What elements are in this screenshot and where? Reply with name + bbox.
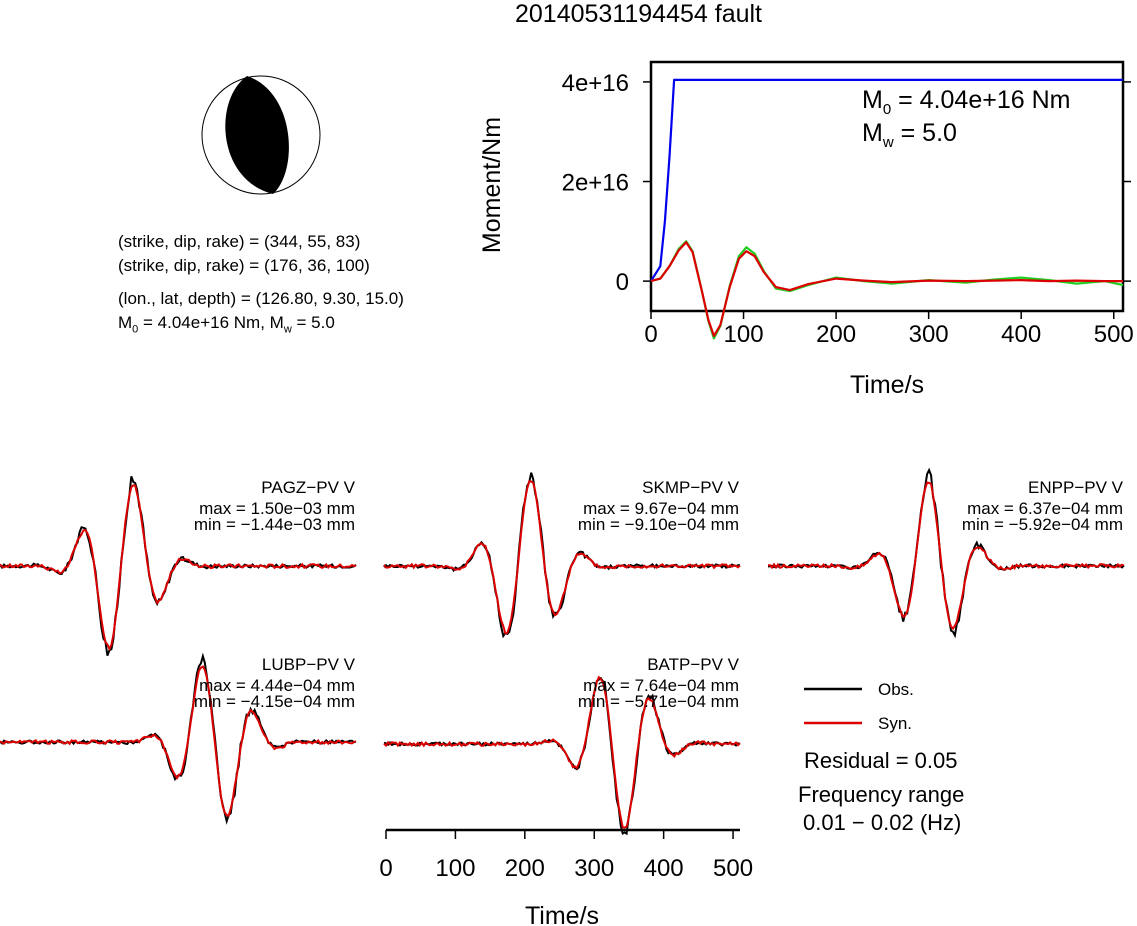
moment-summary: M0 = 4.04e+16 Nm, Mw = 5.0 (118, 313, 335, 336)
location-depth: (lon., lat, depth) = (126.80, 9.30, 15.0… (118, 289, 404, 308)
beachball-icon (201, 75, 321, 195)
synthetic-trace (383, 480, 741, 635)
moment-xtick-label: 500 (1094, 321, 1134, 348)
moment-rate-chart: 0 100 200 300 400 500 0 2e+16 4e+16 Moment/Nm Ti… (478, 60, 1134, 399)
waveform-xtick-label: 400 (644, 855, 684, 882)
waveform-xtick-label: 0 (379, 855, 392, 882)
legend-lines (804, 687, 862, 725)
waveform-xtick-label: 200 (505, 855, 545, 882)
waveform-xtick-label: 500 (713, 855, 753, 882)
synthetic-trace (0, 484, 357, 652)
station-max: max = 4.44e−04 mm (199, 676, 355, 695)
synthetic-trace (383, 675, 741, 829)
waveform-xlabel: Time/s (525, 902, 599, 926)
moment-ytick-label: 0 (616, 269, 629, 296)
moment-xtick-label: 100 (724, 321, 764, 348)
station-name: PAGZ−PV V (261, 478, 355, 497)
legend-syn-label: Syn. (878, 714, 913, 733)
station-max: max = 6.37e−04 mm (967, 499, 1123, 518)
moment-xtick-label: 300 (909, 321, 949, 348)
moment-plot-frame (649, 60, 1125, 313)
nodal-plane-1: (strike, dip, rake) = (344, 55, 83) (118, 232, 361, 251)
legend-obs-label: Obs. (878, 680, 914, 699)
station-min: min = −5.92e−04 mm (962, 515, 1123, 534)
moment-ytick-label: 4e+16 (562, 70, 629, 97)
synthetic-trace (767, 481, 1125, 631)
moment-xlabel: Time/s (850, 371, 924, 399)
station-min: min = −5.71e−04 mm (578, 692, 739, 711)
waveform-xtick-label: 300 (574, 855, 614, 882)
waveform-xtick-label: 100 (435, 855, 475, 882)
moment-curve (650, 78, 1123, 282)
station-name: BATP−PV V (647, 655, 739, 674)
moment-annotation-m0: M0 = 4.04e+16 Nm (862, 86, 1071, 118)
moment-ylabel: Moment/Nm (478, 117, 506, 253)
figure-title: 20140531194454 fault (515, 0, 762, 28)
frequency-range-title: Frequency range (798, 782, 965, 807)
residual-text: Residual = 0.05 (804, 748, 958, 773)
moment-xtick-label: 0 (644, 321, 657, 348)
moment-xtick-label: 200 (816, 321, 856, 348)
moment-ytick-label: 2e+16 (562, 170, 629, 197)
station-min: min = −4.15e−04 mm (194, 692, 355, 711)
station-max: max = 7.64e−04 mm (583, 676, 739, 695)
observed-trace (383, 472, 741, 639)
station-name: LUBP−PV V (262, 655, 356, 674)
frequency-range-value: 0.01 − 0.02 (Hz) (803, 810, 962, 835)
station-max: max = 1.50e−03 mm (199, 499, 355, 518)
nodal-plane-2: (strike, dip, rake) = (176, 36, 100) (118, 256, 370, 275)
station-name: SKMP−PV V (642, 478, 740, 497)
station-max: max = 9.67e−04 mm (583, 499, 739, 518)
station-min: min = −1.44e−03 mm (194, 515, 355, 534)
station-min: min = −9.10e−04 mm (578, 515, 739, 534)
stf-curve (650, 241, 1123, 337)
synthetic-trace (0, 665, 357, 817)
moment-xtick-label: 400 (1001, 321, 1041, 348)
station-name: ENPP−PV V (1028, 478, 1124, 497)
moment-annotation-mw: Mw = 5.0 (862, 119, 957, 151)
